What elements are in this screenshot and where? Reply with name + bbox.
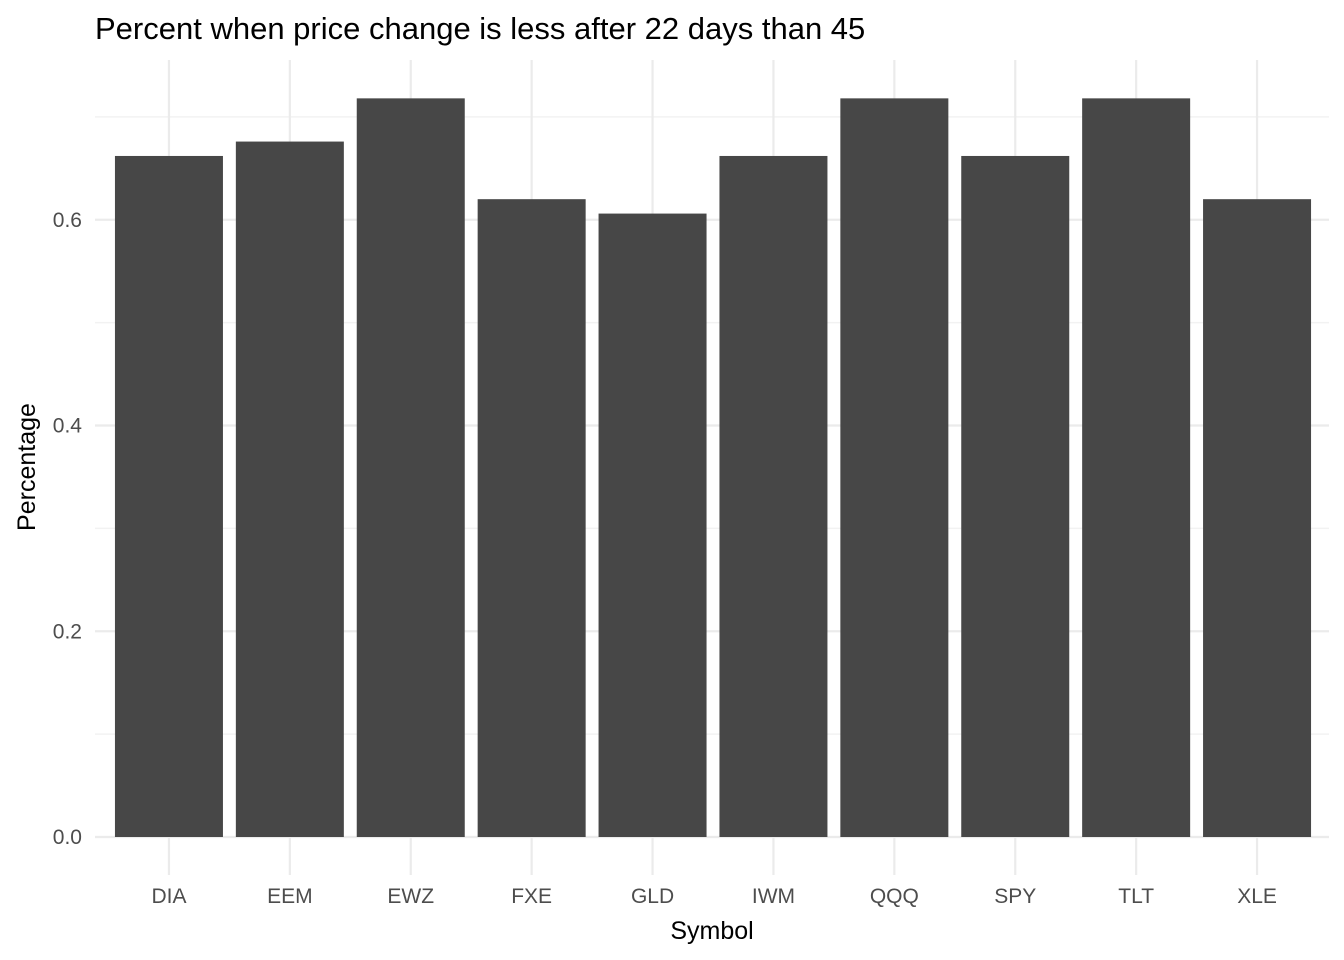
chart-title: Percent when price change is less after …: [95, 11, 865, 46]
bar-dia: [114, 155, 223, 837]
x-tick-label: EWZ: [387, 885, 434, 908]
bar-xle: [1203, 199, 1312, 838]
x-tick-label: IWM: [752, 885, 795, 908]
bars: [114, 98, 1312, 838]
x-tick-label: FXE: [511, 885, 552, 908]
x-tick-label: XLE: [1237, 885, 1277, 908]
bar-tlt: [1082, 98, 1191, 838]
bar-ewz: [356, 98, 465, 838]
y-tick-label: 0.2: [53, 620, 82, 643]
x-tick-label: SPY: [994, 885, 1036, 908]
x-tick-label: DIA: [151, 885, 186, 908]
y-axis-title: Percentage: [13, 403, 41, 531]
bar-gld: [598, 213, 707, 837]
x-axis-title: Symbol: [670, 917, 753, 945]
y-tick-label: 0.0: [53, 826, 82, 849]
x-tick-label: EEM: [267, 885, 313, 908]
x-tick-label: TLT: [1118, 885, 1154, 908]
bar-qqq: [840, 98, 949, 838]
bar-iwm: [719, 155, 828, 837]
x-tick-label: QQQ: [870, 885, 919, 908]
x-tick-label: GLD: [631, 885, 674, 908]
y-tick-label: 0.6: [53, 209, 82, 232]
bar-spy: [961, 155, 1070, 837]
y-axis-ticks: 0.0 0.2 0.4 0.6: [53, 209, 83, 849]
bar-eem: [235, 141, 344, 837]
bar-fxe: [477, 199, 586, 838]
y-tick-label: 0.4: [53, 415, 83, 438]
x-axis-ticks: DIA EEM EWZ FXE GLD IWM QQQ SPY TLT XLE: [151, 885, 1276, 908]
